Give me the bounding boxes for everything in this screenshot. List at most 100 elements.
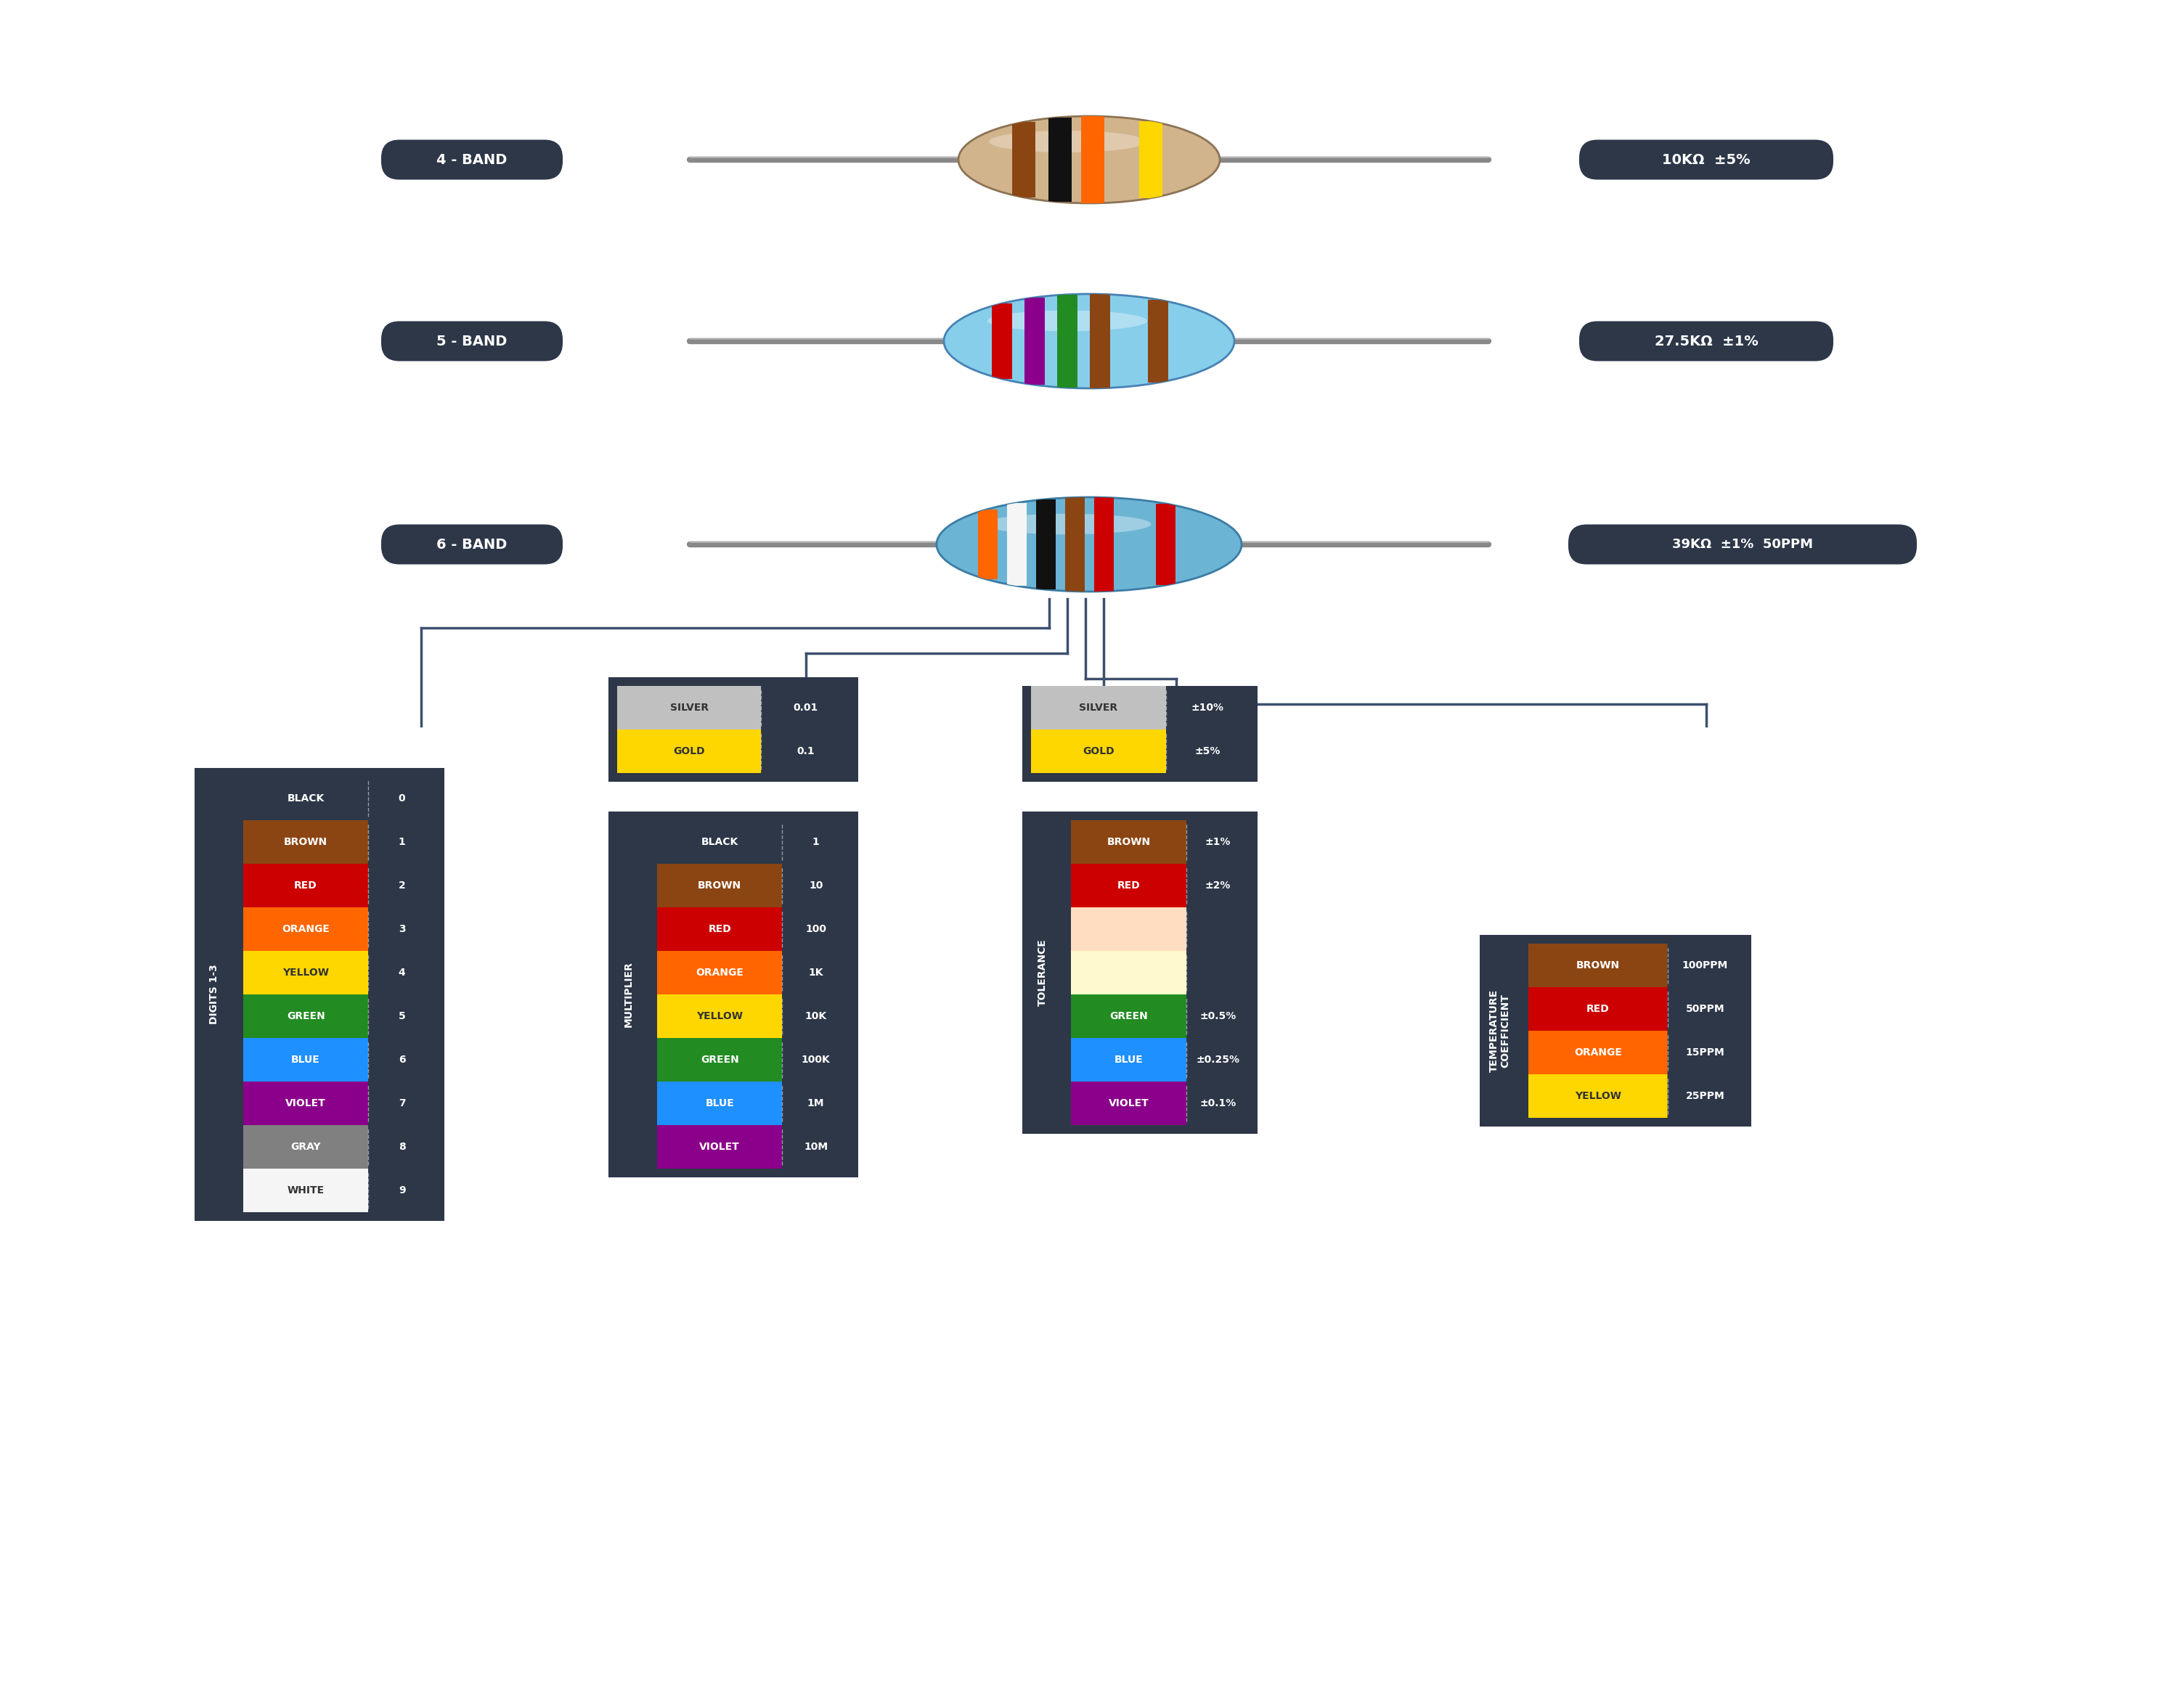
Bar <box>992 303 1011 379</box>
Text: 4: 4 <box>397 968 406 978</box>
Text: SILVER: SILVER <box>1079 702 1118 712</box>
Text: VIOLET: VIOLET <box>286 1098 325 1108</box>
FancyBboxPatch shape <box>1579 322 1832 360</box>
FancyBboxPatch shape <box>1481 935 1520 1127</box>
Text: 100K: 100K <box>802 1054 830 1064</box>
Text: GOLD: GOLD <box>1083 746 1114 756</box>
Text: RED: RED <box>295 881 317 891</box>
Text: BLACK: BLACK <box>701 837 738 847</box>
Text: 1K: 1K <box>808 968 823 978</box>
FancyBboxPatch shape <box>1022 685 1258 738</box>
Text: 25PPM: 25PPM <box>1686 1091 1725 1101</box>
Ellipse shape <box>987 310 1147 332</box>
Text: YELLOW: YELLOW <box>282 968 330 978</box>
Text: 50PPM: 50PPM <box>1686 1004 1725 1014</box>
FancyBboxPatch shape <box>618 729 762 773</box>
Text: ±0.25%: ±0.25% <box>1197 1054 1241 1064</box>
Text: BLACK: BLACK <box>286 793 325 803</box>
FancyBboxPatch shape <box>1031 729 1166 773</box>
Text: RED: RED <box>1586 1004 1610 1014</box>
FancyBboxPatch shape <box>762 729 850 773</box>
Text: GOLD: GOLD <box>673 746 705 756</box>
FancyBboxPatch shape <box>242 908 369 951</box>
FancyBboxPatch shape <box>657 820 782 864</box>
FancyBboxPatch shape <box>762 685 850 729</box>
FancyBboxPatch shape <box>782 951 850 995</box>
FancyBboxPatch shape <box>1166 729 1249 773</box>
Text: VIOLET: VIOLET <box>1109 1098 1149 1108</box>
Text: SILVER: SILVER <box>670 702 708 712</box>
FancyBboxPatch shape <box>1529 987 1669 1031</box>
Bar <box>1140 121 1162 199</box>
FancyBboxPatch shape <box>1070 1081 1186 1125</box>
FancyBboxPatch shape <box>657 1081 782 1125</box>
FancyBboxPatch shape <box>1186 1037 1249 1081</box>
FancyBboxPatch shape <box>657 1125 782 1169</box>
Text: MULTIPLIER: MULTIPLIER <box>622 962 633 1027</box>
FancyBboxPatch shape <box>1070 820 1186 864</box>
FancyBboxPatch shape <box>1186 951 1249 995</box>
Text: 4 - BAND: 4 - BAND <box>437 153 507 167</box>
Bar <box>1066 497 1085 591</box>
FancyBboxPatch shape <box>1070 951 1186 995</box>
FancyBboxPatch shape <box>1031 685 1166 729</box>
FancyBboxPatch shape <box>1186 1081 1249 1125</box>
FancyBboxPatch shape <box>1529 1031 1669 1074</box>
Text: 9: 9 <box>397 1186 406 1196</box>
Text: 100PPM: 100PPM <box>1682 960 1728 970</box>
FancyBboxPatch shape <box>242 1081 369 1125</box>
Ellipse shape <box>989 131 1147 153</box>
FancyBboxPatch shape <box>369 1037 435 1081</box>
FancyBboxPatch shape <box>782 1081 850 1125</box>
Bar <box>1007 504 1026 586</box>
Text: 39KΩ  ±1%  50PPM: 39KΩ ±1% 50PPM <box>1673 537 1813 551</box>
Text: ORANGE: ORANGE <box>697 968 743 978</box>
FancyBboxPatch shape <box>609 812 649 1177</box>
FancyBboxPatch shape <box>242 1037 369 1081</box>
Ellipse shape <box>983 514 1151 534</box>
Ellipse shape <box>937 497 1241 591</box>
FancyBboxPatch shape <box>369 1081 435 1125</box>
Text: GRAY: GRAY <box>290 1142 321 1152</box>
Text: 10K: 10K <box>806 1010 828 1021</box>
FancyBboxPatch shape <box>782 1037 850 1081</box>
FancyBboxPatch shape <box>1022 812 1061 1133</box>
Text: 10M: 10M <box>804 1142 828 1152</box>
Text: ±0.1%: ±0.1% <box>1199 1098 1236 1108</box>
FancyBboxPatch shape <box>1070 908 1186 951</box>
FancyBboxPatch shape <box>369 1169 435 1212</box>
Text: ±10%: ±10% <box>1190 702 1223 712</box>
FancyBboxPatch shape <box>369 820 435 864</box>
FancyBboxPatch shape <box>242 1125 369 1169</box>
Text: 0.1: 0.1 <box>797 746 815 756</box>
Text: 1: 1 <box>812 837 819 847</box>
FancyBboxPatch shape <box>194 768 234 1221</box>
Text: 3: 3 <box>397 925 406 935</box>
Bar <box>1011 121 1035 197</box>
Text: 0: 0 <box>397 793 406 803</box>
FancyBboxPatch shape <box>369 776 435 820</box>
FancyBboxPatch shape <box>609 677 858 781</box>
FancyBboxPatch shape <box>382 140 563 180</box>
FancyBboxPatch shape <box>1579 140 1832 180</box>
Bar <box>1057 295 1077 387</box>
FancyBboxPatch shape <box>1186 995 1249 1037</box>
Text: ORANGE: ORANGE <box>1575 1047 1623 1058</box>
Text: RED: RED <box>1118 881 1140 891</box>
FancyBboxPatch shape <box>242 995 369 1037</box>
Text: ±1%: ±1% <box>1206 837 1230 847</box>
Text: 1: 1 <box>397 837 406 847</box>
Text: BLUE: BLUE <box>705 1098 734 1108</box>
FancyBboxPatch shape <box>242 776 369 820</box>
Text: DIGITS 1-3: DIGITS 1-3 <box>210 965 221 1024</box>
Text: ±0.5%: ±0.5% <box>1199 1010 1236 1021</box>
Text: 6: 6 <box>397 1054 406 1064</box>
Text: GREEN: GREEN <box>701 1054 738 1064</box>
Text: BROWN: BROWN <box>699 881 740 891</box>
Text: TOLERANCE: TOLERANCE <box>1037 940 1048 1007</box>
FancyBboxPatch shape <box>1529 943 1669 987</box>
Text: 10: 10 <box>808 881 823 891</box>
Text: RED: RED <box>708 925 732 935</box>
Text: ±2%: ±2% <box>1206 881 1230 891</box>
FancyBboxPatch shape <box>1186 864 1249 908</box>
